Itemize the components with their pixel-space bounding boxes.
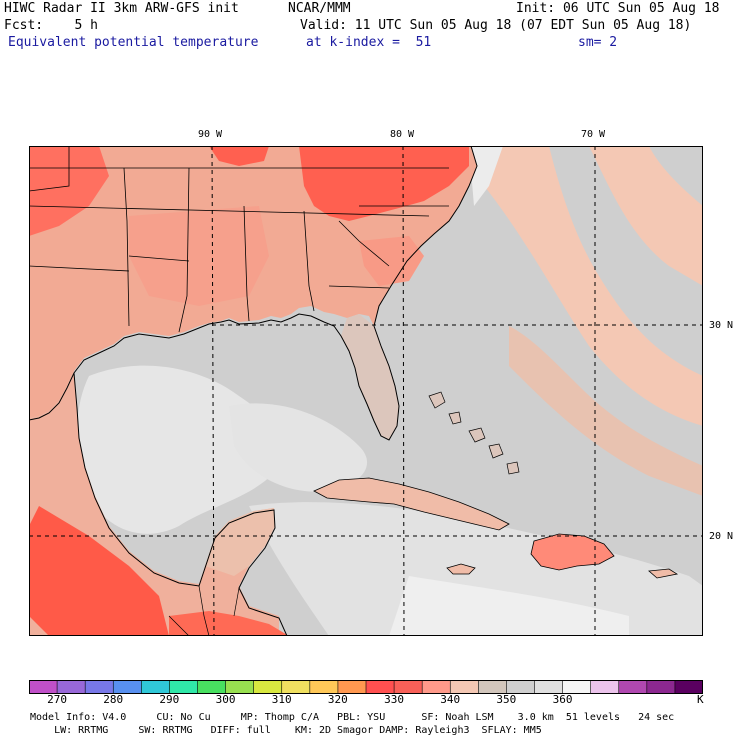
- colorbar-tick-label: 270: [47, 693, 67, 706]
- field-name: Equivalent potential temperature: [8, 35, 259, 50]
- mexico-hot-area: [29, 506, 169, 636]
- lat-label-30n: 30 N: [709, 320, 734, 331]
- caribbean-cool-area: [249, 502, 703, 636]
- lon-label-90w: 90 W: [198, 129, 223, 140]
- colorbar-swatch: [57, 680, 86, 694]
- smoothing-value: sm= 2: [578, 35, 618, 50]
- gulf-cool-area-2: [229, 403, 368, 492]
- hispaniola: [530, 533, 615, 571]
- colorbar-swatch: [337, 680, 367, 694]
- atlantic-light-area: [469, 146, 503, 206]
- colorbar-swatch: [113, 680, 142, 694]
- institution-label: NCAR/MMM: [288, 1, 351, 16]
- colorbar: [29, 680, 703, 694]
- north-warm-area: [209, 146, 269, 166]
- colorbar-tick-label: 310: [271, 693, 292, 706]
- colorbar-swatch: [281, 680, 311, 694]
- latlon-grid: [29, 146, 703, 636]
- colorbar-swatch: [646, 680, 676, 694]
- lon-label-70w: 70 W: [581, 129, 606, 140]
- colorbar-tick-label: 330: [384, 693, 404, 706]
- colorbar-swatch: [674, 680, 703, 694]
- atlantic-warm-band-2: [589, 146, 703, 286]
- colorbar-unit: K: [697, 693, 704, 706]
- midsouth-warm-area: [129, 206, 269, 306]
- model-info-line1: Model Info: V4.0 CU: No Cu MP: Thomp C/A…: [30, 712, 675, 723]
- colorbar-border: [29, 680, 703, 694]
- atlantic-warm-band-3: [509, 326, 703, 496]
- init-time: Init: 06 UTC Sun 05 Aug 18: [516, 1, 720, 16]
- colorbar-swatch: [450, 680, 479, 694]
- state-borders: [29, 146, 449, 333]
- us-coastline: [29, 146, 478, 441]
- colorbar-swatch: [29, 680, 58, 694]
- colorbar-tick-label: 350: [496, 693, 517, 706]
- colorbar-swatch: [506, 680, 535, 694]
- map-frame: [29, 146, 703, 636]
- texas-warm-area: [29, 146, 109, 236]
- colorbar-swatch: [478, 680, 507, 694]
- colorbar-tick-label: 320: [327, 693, 348, 706]
- jamaica: [446, 563, 476, 575]
- southeast-warm-area: [359, 236, 424, 286]
- central-america: [169, 611, 289, 636]
- colorbar-swatch: [394, 680, 423, 694]
- model-info-line2: LW: RRTMG SW: RRTMG DIFF: full KM: 2D Sm…: [30, 725, 542, 736]
- caribbean-cool-area-2: [389, 576, 629, 636]
- colorbar-swatch: [618, 680, 648, 694]
- colorbar-tick-label: 280: [103, 693, 124, 706]
- colorbar-swatch: [422, 680, 451, 694]
- colorbar-swatch: [225, 680, 255, 694]
- colorbar-swatch: [253, 680, 283, 694]
- colorbar-swatch: [169, 680, 198, 694]
- colorbar-swatch: [534, 680, 564, 694]
- colorbar-swatch: [366, 680, 395, 694]
- atlantic-warm-band: [449, 146, 703, 426]
- mexico-borders: [168, 585, 240, 636]
- colorbar-tick-label: 300: [215, 693, 236, 706]
- forecast-hour: Fcst: 5 h: [4, 18, 98, 33]
- model-title: HIWC Radar II 3km ARW-GFS init: [4, 1, 239, 16]
- level-index: at k-index = 51: [306, 35, 432, 50]
- yucatan-peninsula: [205, 508, 275, 576]
- mexico-coastline: [73, 372, 288, 636]
- lon-label-80w: 80 W: [390, 129, 415, 140]
- theta-e-map: [29, 146, 703, 636]
- lat-label-20n: 20 N: [709, 531, 734, 542]
- colorbar-swatch: [590, 680, 620, 694]
- colorbar-swatch: [562, 680, 592, 694]
- valid-time: Valid: 11 UTC Sun 05 Aug 18 (07 EDT Sun …: [300, 18, 692, 33]
- colorbar-tick-label: 290: [159, 693, 180, 706]
- puerto-rico: [648, 568, 679, 579]
- colorbar-tick-label: 340: [440, 693, 461, 706]
- florida-peninsula: [341, 314, 399, 440]
- bahamas: [428, 391, 520, 475]
- cuba: [313, 477, 510, 531]
- colorbar-swatch: [85, 680, 114, 694]
- colorbar-swatch: [141, 680, 170, 694]
- colorbar-tick-label: 360: [552, 693, 573, 706]
- colorbar-swatch: [197, 680, 227, 694]
- appalachian-warm-area: [299, 146, 469, 221]
- colorbar-swatch: [309, 680, 339, 694]
